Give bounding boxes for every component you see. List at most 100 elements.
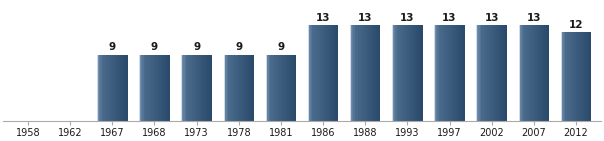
Bar [480, 25, 481, 121]
Bar [362, 25, 364, 121]
Bar [493, 25, 495, 121]
Bar [406, 25, 407, 121]
Bar [155, 55, 156, 121]
Bar [183, 55, 184, 121]
Bar [314, 25, 315, 121]
Bar [355, 25, 356, 121]
Bar [315, 25, 317, 121]
Bar [165, 55, 167, 121]
Bar [114, 55, 115, 121]
Bar [410, 25, 412, 121]
Bar [167, 55, 168, 121]
Bar [150, 55, 152, 121]
Bar [327, 25, 329, 121]
Bar [565, 32, 567, 121]
Bar [484, 25, 486, 121]
Bar [434, 25, 436, 121]
Bar [286, 55, 287, 121]
Bar [121, 55, 123, 121]
Bar [280, 55, 281, 121]
Bar [287, 55, 289, 121]
Bar [309, 25, 311, 121]
Bar [528, 25, 529, 121]
Bar [187, 55, 189, 121]
Bar [370, 25, 371, 121]
Text: 13: 13 [527, 13, 541, 23]
Bar [352, 25, 353, 121]
Bar [226, 55, 228, 121]
Bar [146, 55, 147, 121]
Bar [104, 55, 106, 121]
Bar [519, 25, 520, 121]
Bar [541, 25, 543, 121]
Text: 9: 9 [109, 42, 116, 52]
Bar [496, 25, 498, 121]
Bar [143, 55, 144, 121]
Bar [359, 25, 361, 121]
Bar [198, 55, 200, 121]
Bar [231, 55, 233, 121]
Bar [520, 25, 522, 121]
Bar [576, 32, 577, 121]
Bar [197, 55, 198, 121]
Bar [159, 55, 161, 121]
Bar [308, 25, 309, 121]
Bar [277, 55, 278, 121]
Bar [191, 55, 192, 121]
Text: 9: 9 [277, 42, 284, 52]
Bar [103, 55, 104, 121]
Bar [522, 25, 523, 121]
Bar [376, 25, 378, 121]
Bar [181, 55, 183, 121]
Bar [529, 25, 531, 121]
Bar [194, 55, 195, 121]
Bar [481, 25, 483, 121]
Bar [460, 25, 461, 121]
Bar [223, 55, 225, 121]
Bar [368, 25, 370, 121]
Bar [561, 32, 562, 121]
Bar [209, 55, 210, 121]
Text: 13: 13 [442, 13, 457, 23]
Bar [236, 55, 237, 121]
Text: 9: 9 [235, 42, 242, 52]
Bar [164, 55, 165, 121]
Bar [162, 55, 164, 121]
Bar [210, 55, 212, 121]
Bar [271, 55, 272, 121]
Bar [395, 25, 397, 121]
Bar [573, 32, 574, 121]
Bar [97, 55, 98, 121]
Bar [571, 32, 573, 121]
Bar [420, 25, 421, 121]
Bar [206, 55, 207, 121]
Bar [228, 55, 230, 121]
Bar [195, 55, 197, 121]
Bar [278, 55, 280, 121]
Bar [320, 25, 321, 121]
Bar [274, 55, 275, 121]
Text: 9: 9 [193, 42, 200, 52]
Bar [400, 25, 401, 121]
Bar [152, 55, 153, 121]
Bar [242, 55, 243, 121]
Bar [118, 55, 120, 121]
Bar [489, 25, 490, 121]
Bar [439, 25, 440, 121]
Bar [161, 55, 162, 121]
Bar [290, 55, 292, 121]
Bar [312, 25, 314, 121]
Bar [461, 25, 463, 121]
Bar [547, 25, 549, 121]
Bar [562, 32, 564, 121]
Bar [458, 25, 460, 121]
Bar [454, 25, 455, 121]
Bar [189, 55, 191, 121]
Bar [186, 55, 187, 121]
Bar [358, 25, 359, 121]
Bar [523, 25, 525, 121]
Bar [117, 55, 118, 121]
Bar [417, 25, 418, 121]
Bar [403, 25, 404, 121]
Bar [109, 55, 111, 121]
